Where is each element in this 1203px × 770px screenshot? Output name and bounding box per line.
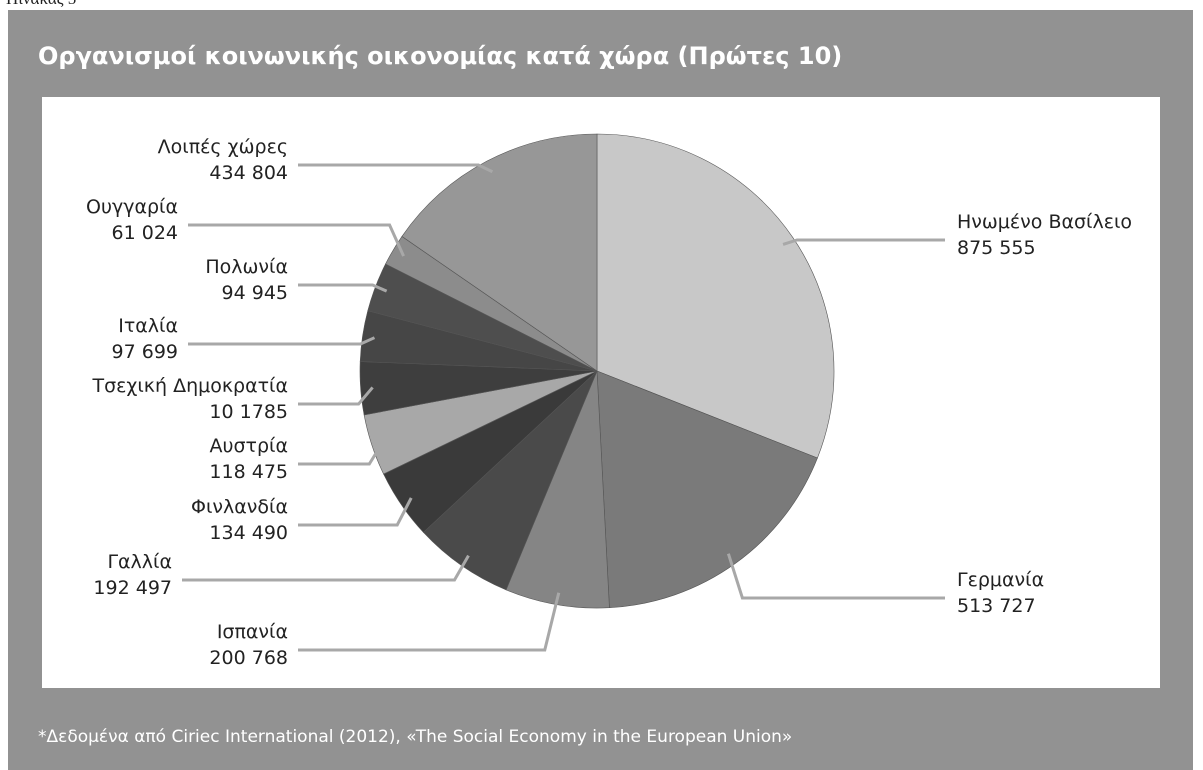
slice-label: Γερμανία xyxy=(957,569,1044,591)
slice-label: Ουγγαρία xyxy=(86,196,178,218)
slice-label: Λοιπές χώρες xyxy=(158,136,288,158)
leader-line xyxy=(726,553,945,600)
value-label: 134 490 xyxy=(209,522,288,544)
slice-label: Φινλανδία xyxy=(191,496,288,518)
leader-line xyxy=(298,386,374,406)
value-label: 61 024 xyxy=(112,222,178,244)
leader-line xyxy=(298,497,413,527)
slice-label: Ηνωμένο Βασίλειο xyxy=(957,211,1132,233)
pie-slice xyxy=(596,370,818,608)
pie-slice xyxy=(596,133,835,459)
value-label: 192 497 xyxy=(93,577,172,599)
value-label: 10 1785 xyxy=(209,401,288,423)
slice-label: Γαλλία xyxy=(107,551,172,573)
value-label: 434 804 xyxy=(209,162,288,184)
footnote: *Δεδομένα από Ciriec International (2012… xyxy=(38,727,792,747)
value-label: 513 727 xyxy=(957,595,1036,617)
leader-line xyxy=(298,163,494,174)
chart-title: Οργανισμοί κοινωνικής οικονομίας κατά χώ… xyxy=(38,42,842,70)
value-label: 200 768 xyxy=(209,647,288,669)
leader-line xyxy=(782,238,945,246)
slice-label: Αυστρία xyxy=(210,435,289,457)
leader-line xyxy=(182,554,470,582)
value-label: 94 945 xyxy=(222,282,288,304)
leader-line xyxy=(298,592,561,652)
value-label: 875 555 xyxy=(957,237,1036,259)
slice-label: Πολωνία xyxy=(205,256,288,278)
slice-label: Τσεχική Δημοκρατία xyxy=(91,375,288,397)
leader-line xyxy=(298,283,388,293)
pie-slice xyxy=(401,133,598,372)
value-label: 118 475 xyxy=(209,461,288,483)
leader-line xyxy=(188,336,376,346)
value-label: 97 699 xyxy=(112,341,178,363)
slice-label: Ισπανία xyxy=(217,621,288,643)
leader-line xyxy=(298,440,385,466)
leader-line xyxy=(188,223,405,257)
caption: Πίνακας 5 xyxy=(6,0,76,8)
slice-label: Ιταλία xyxy=(118,315,178,337)
